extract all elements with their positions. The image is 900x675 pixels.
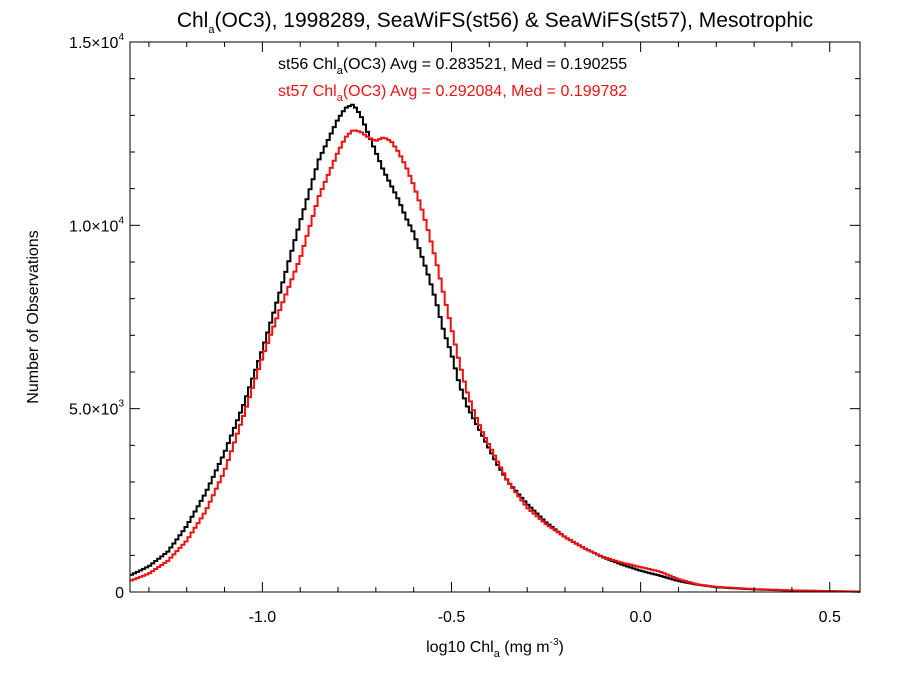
plot-frame xyxy=(129,41,861,593)
y-tick-label: 0 xyxy=(115,585,124,602)
x-tick-label: -0.5 xyxy=(438,609,466,626)
chart-title: Chla(OC3), 1998289, SeaWiFS(st56) & SeaW… xyxy=(177,9,813,36)
y-tick-label: 1.5×104 xyxy=(69,32,124,52)
y-tick-label: 1.0×104 xyxy=(69,215,124,235)
y-tick-label: 5.0×103 xyxy=(69,399,124,419)
series-layer xyxy=(130,103,861,593)
x-tick-label: 0.0 xyxy=(629,609,651,626)
x-axis-label: log10 Chla (mg m-3) xyxy=(426,637,564,660)
st57-stats-annotation: st57 Chla(OC3) Avg = 0.292084, Med = 0.1… xyxy=(278,83,627,104)
st57-series-line xyxy=(130,129,861,593)
x-tick-label: 0.5 xyxy=(819,609,841,626)
x-tick-label: -1.0 xyxy=(249,609,277,626)
ticks-layer: -1.0 -0.5 0.0 0.5 0 5.0×103 1.0×104 1.5×104 xyxy=(69,32,860,626)
y-axis-label: Number of Observations xyxy=(25,230,42,403)
st56-stats-annotation: st56 Chla(OC3) Avg = 0.283521, Med = 0.1… xyxy=(278,56,627,77)
